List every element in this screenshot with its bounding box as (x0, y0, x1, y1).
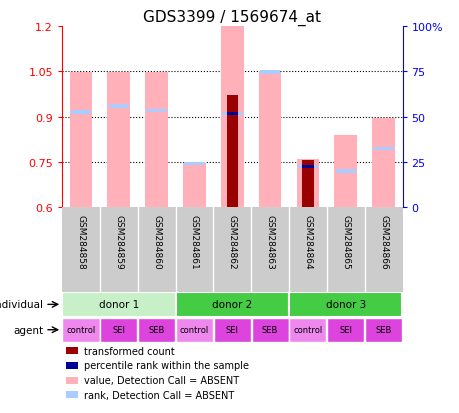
Bar (138, 318, 175, 342)
Bar (226, 96, 237, 208)
Bar (100, 318, 137, 342)
Bar (251, 318, 288, 342)
Text: GSM284858: GSM284858 (76, 214, 85, 269)
Bar (65, 362, 78, 369)
Text: control: control (293, 325, 322, 335)
Bar (302, 161, 313, 208)
Bar (222, 113, 242, 116)
Bar (297, 165, 318, 169)
Bar (213, 318, 250, 342)
Text: GSM284859: GSM284859 (114, 214, 123, 269)
Text: control: control (66, 325, 95, 335)
Bar (175, 292, 288, 317)
Text: individual: individual (0, 300, 43, 310)
Bar (288, 292, 402, 317)
Text: SEB: SEB (148, 325, 164, 335)
Bar (65, 391, 78, 398)
Bar (364, 318, 401, 342)
Bar (65, 377, 78, 384)
Text: GSM284863: GSM284863 (265, 214, 274, 269)
Bar (220, 27, 243, 208)
Bar (302, 165, 313, 169)
Title: GDS3399 / 1569674_at: GDS3399 / 1569674_at (143, 9, 320, 26)
Bar (334, 135, 356, 208)
Bar (335, 170, 355, 173)
Text: control: control (179, 325, 209, 335)
Bar (326, 318, 364, 342)
Bar (184, 162, 204, 166)
Bar (296, 159, 319, 208)
Text: value, Detection Call = ABSENT: value, Detection Call = ABSENT (84, 375, 239, 385)
Text: SEI: SEI (112, 325, 125, 335)
Text: GSM284862: GSM284862 (227, 214, 236, 269)
Text: transformed count: transformed count (84, 346, 174, 356)
Bar (371, 119, 394, 208)
Text: rank, Detection Call = ABSENT: rank, Detection Call = ABSENT (84, 389, 234, 400)
Bar (62, 318, 99, 342)
Text: GSM284860: GSM284860 (152, 214, 161, 269)
Bar (259, 71, 280, 75)
Bar (62, 292, 175, 317)
Bar (71, 111, 91, 114)
Bar (145, 73, 168, 208)
Text: GSM284864: GSM284864 (303, 214, 312, 269)
Text: percentile rank within the sample: percentile rank within the sample (84, 361, 249, 370)
Text: GSM284865: GSM284865 (341, 214, 349, 269)
Bar (65, 348, 78, 354)
Text: donor 2: donor 2 (212, 300, 252, 310)
Bar (258, 73, 281, 208)
Text: donor 1: donor 1 (99, 300, 139, 310)
Bar (226, 113, 237, 116)
Bar (175, 318, 213, 342)
Text: SEB: SEB (375, 325, 391, 335)
Bar (107, 73, 130, 208)
Text: GSM284861: GSM284861 (190, 214, 199, 269)
Text: GSM284866: GSM284866 (378, 214, 387, 269)
Bar (183, 164, 205, 208)
Text: agent: agent (13, 325, 43, 335)
Text: donor 3: donor 3 (325, 300, 365, 310)
Text: SEI: SEI (225, 325, 238, 335)
Bar (373, 147, 393, 150)
Bar (69, 73, 92, 208)
Text: SEB: SEB (261, 325, 278, 335)
Text: SEI: SEI (339, 325, 352, 335)
Bar (289, 318, 326, 342)
Bar (108, 105, 129, 108)
Bar (146, 109, 167, 113)
